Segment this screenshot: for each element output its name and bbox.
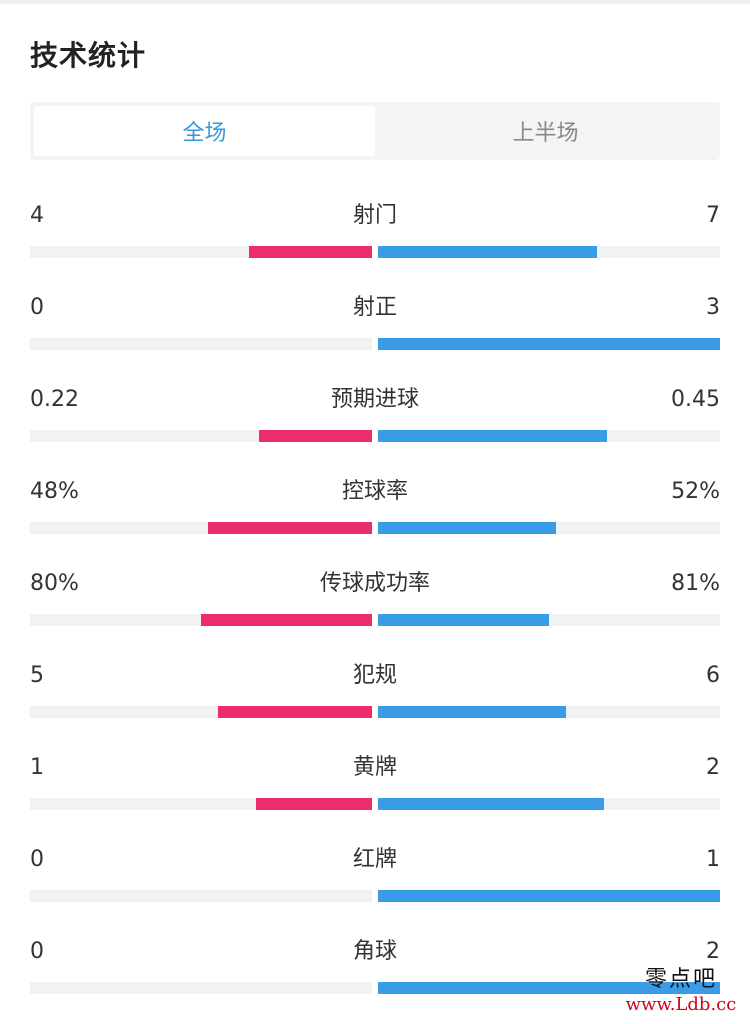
- away-bar-fill: [378, 338, 720, 350]
- period-tabs: 全场 上半场: [30, 102, 720, 160]
- home-bar-fill: [201, 614, 372, 626]
- stat-row-red-cards: 0 红牌 1: [30, 840, 720, 932]
- home-bar-track: [30, 246, 372, 258]
- stat-row-possession: 48% 控球率 52%: [30, 472, 720, 564]
- away-value: 2: [706, 939, 720, 964]
- home-value: 0: [30, 847, 44, 872]
- away-value: 3: [706, 295, 720, 320]
- home-bar-fill: [218, 706, 372, 718]
- home-bar-fill: [207, 522, 372, 534]
- stat-row-fouls: 5 犯规 6: [30, 656, 720, 748]
- stat-row-pass-accuracy: 80% 传球成功率 81%: [30, 564, 720, 656]
- home-value: 80%: [30, 571, 79, 596]
- away-bar-fill: [378, 798, 604, 810]
- away-bar-fill: [378, 522, 556, 534]
- watermark-url: www.Ldb.cc: [625, 994, 737, 1015]
- away-bar-fill: [378, 982, 720, 994]
- home-value: 0: [30, 295, 44, 320]
- home-bar-fill: [255, 798, 372, 810]
- home-bar-track: [30, 890, 372, 902]
- away-bar-track: [378, 982, 720, 994]
- home-value: 5: [30, 663, 44, 688]
- home-bar-track: [30, 522, 372, 534]
- home-bar-track: [30, 982, 372, 994]
- away-bar-track: [378, 706, 720, 718]
- away-bar-track: [378, 430, 720, 442]
- away-value: 7: [706, 203, 720, 228]
- home-bar-track: [30, 706, 372, 718]
- stat-row-shots: 4 射门 7: [30, 196, 720, 288]
- away-bar-fill: [378, 706, 567, 718]
- stat-label: 射门: [352, 203, 397, 228]
- away-value: 0.45: [671, 387, 720, 412]
- away-value: 81%: [671, 571, 720, 596]
- stat-label: 犯规: [352, 663, 397, 688]
- stat-row-yellow-cards: 1 黄牌 2: [30, 748, 720, 840]
- away-bar-fill: [378, 614, 549, 626]
- away-bar-track: [378, 246, 720, 258]
- home-bar-track: [30, 430, 372, 442]
- home-bar-track: [30, 338, 372, 350]
- stat-label: 角球: [352, 939, 397, 964]
- stat-row-expected-goals: 0.22 预期进球 0.45: [30, 380, 720, 472]
- watermark: 零点吧 www.Ldb.cc: [620, 967, 742, 1017]
- tab-first-half[interactable]: 上半场: [512, 121, 579, 146]
- stat-row-shots-on-target: 0 射正 3: [30, 288, 720, 380]
- stat-label: 传球成功率: [319, 571, 430, 596]
- home-value: 0: [30, 939, 44, 964]
- page-title: 技术统计: [30, 39, 147, 72]
- home-value: 1: [30, 755, 44, 780]
- away-value: 52%: [671, 479, 720, 504]
- away-bar-track: [378, 614, 720, 626]
- home-bar-track: [30, 614, 372, 626]
- away-bar-fill: [378, 890, 720, 902]
- away-bar-fill: [378, 246, 597, 258]
- stat-label: 红牌: [352, 847, 397, 872]
- away-bar-track: [378, 338, 720, 350]
- home-bar-fill: [259, 430, 372, 442]
- away-value: 1: [706, 847, 720, 872]
- home-bar-track: [30, 798, 372, 810]
- away-bar-track: [378, 890, 720, 902]
- home-value: 4: [30, 203, 44, 228]
- home-bar-fill: [248, 246, 372, 258]
- home-value: 0.22: [30, 387, 79, 412]
- stat-label: 预期进球: [330, 387, 419, 412]
- home-value: 48%: [30, 479, 79, 504]
- stat-label: 控球率: [341, 479, 408, 504]
- stats-list: 4 射门 7 0 射正 3 0.22 预期进球 0.45 48% 控球率 52%…: [30, 196, 720, 1024]
- top-divider: [0, 0, 750, 4]
- away-value: 6: [706, 663, 720, 688]
- away-bar-fill: [378, 430, 608, 442]
- stat-label: 黄牌: [352, 755, 397, 780]
- watermark-text: 零点吧: [644, 967, 717, 992]
- away-value: 2: [706, 755, 720, 780]
- tab-full-match[interactable]: 全场: [34, 106, 375, 156]
- away-bar-track: [378, 522, 720, 534]
- stat-row-corners: 0 角球 2: [30, 932, 720, 1024]
- away-bar-track: [378, 798, 720, 810]
- stat-label: 射正: [352, 295, 397, 320]
